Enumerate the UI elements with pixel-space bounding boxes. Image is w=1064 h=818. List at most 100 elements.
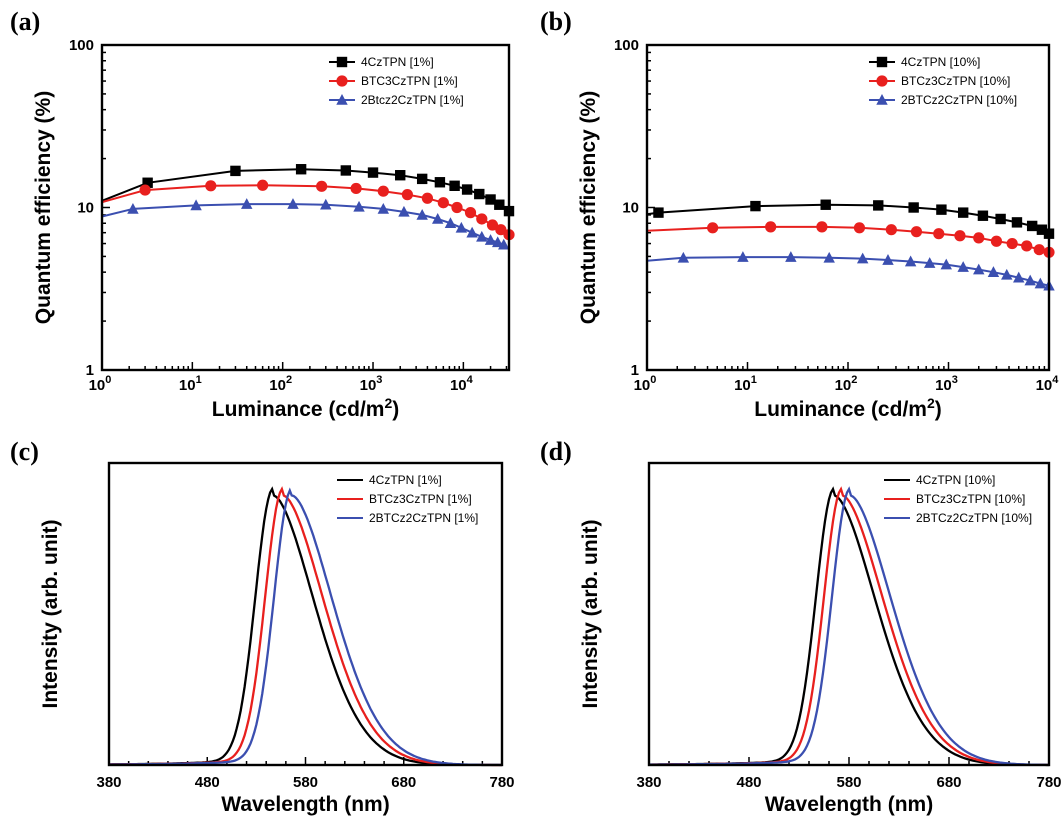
data-point	[377, 202, 390, 214]
legend-label: 2BTCz2CzTPN [10%]	[916, 511, 1032, 525]
data-point	[1026, 220, 1038, 232]
data-point	[1036, 224, 1048, 235]
data-point	[295, 164, 307, 175]
legend-entry: 4CzTPN [10%]	[884, 473, 995, 487]
data-point	[873, 200, 884, 211]
x-tick-label: 780	[489, 774, 514, 791]
series-line	[108, 486, 502, 767]
x-axis-title: Wavelength (nm)	[765, 793, 933, 816]
y-axis-title: Intensity (arb. unit)	[39, 520, 62, 709]
data-point	[957, 207, 969, 218]
plot-frame	[100, 43, 511, 372]
x-tick-label: 480	[195, 774, 220, 791]
legend-marker	[336, 56, 348, 68]
x-tick-label: 102	[269, 374, 292, 394]
y-tick-label: 1	[631, 362, 639, 379]
panel-b: (b) 100 101 102 103 104 1 10 100 4CzTPN [10%] BTCz…	[540, 7, 1059, 421]
legend-label: 2BTCz2CzTPN [1%]	[369, 511, 478, 525]
data-point	[416, 208, 428, 220]
series	[101, 198, 510, 250]
data-point	[437, 197, 449, 209]
x-tick-label: 780	[1036, 774, 1061, 791]
data-point	[340, 165, 352, 176]
x-axis-title: Luminance (cd/m2)	[212, 395, 400, 421]
data-point	[476, 230, 488, 242]
legend-label: BTCz3CzTPN [1%]	[369, 492, 472, 506]
data-point	[498, 238, 510, 250]
series-line	[649, 486, 1049, 767]
legend-marker	[336, 75, 348, 87]
data-point	[421, 192, 434, 204]
legend-label: 2BTCz2CzTPN [10%]	[901, 93, 1017, 107]
data-point	[127, 202, 139, 214]
legend-entry: 4CzTPN [10%]	[869, 55, 980, 69]
legend-entry: 4CzTPN [1%]	[337, 473, 442, 487]
data-point	[491, 236, 504, 248]
series-line	[109, 486, 502, 767]
legend-marker	[876, 56, 888, 68]
panel-label: (c)	[10, 437, 39, 466]
data-point	[785, 251, 797, 262]
x-tick-label: 480	[736, 774, 761, 791]
data-point	[139, 184, 151, 196]
data-point	[466, 226, 478, 238]
series	[101, 179, 515, 241]
data-point	[401, 189, 413, 201]
data-point	[494, 199, 505, 210]
data-point	[1024, 274, 1036, 286]
data-point	[987, 266, 1000, 277]
data-point	[476, 213, 488, 225]
data-point	[230, 165, 241, 177]
data-point	[904, 255, 917, 267]
x-tick-label: 103	[935, 374, 958, 394]
x-tick-label: 103	[360, 374, 383, 394]
x-axis-title: Luminance (cd/m2)	[754, 395, 942, 421]
legend-entry: 2Btcz2CzTPN [1%]	[329, 93, 464, 107]
y-tick-label: 100	[614, 37, 639, 54]
x-tick-label: 380	[96, 774, 121, 791]
y-tick-label: 1	[86, 362, 94, 379]
series-line	[101, 184, 510, 236]
x-tick-label: 100	[89, 374, 112, 394]
data-point	[377, 185, 389, 197]
plot-frame	[107, 461, 504, 767]
x-axis-title: Wavelength (nm)	[221, 793, 389, 816]
data-point	[737, 251, 749, 262]
x-tick-label: 102	[835, 374, 858, 394]
data-point	[707, 222, 719, 234]
legend-label: BTC3CzTPN [1%]	[361, 74, 458, 88]
data-point	[367, 167, 379, 178]
y-axis-title: Intensity (arb. unit)	[579, 520, 602, 709]
x-tick-label: 380	[636, 774, 661, 791]
data-point	[954, 230, 966, 242]
data-point	[653, 207, 664, 218]
data-point	[885, 224, 897, 236]
legend-marker	[876, 94, 888, 105]
legend-entry: BTC3CzTPN [1%]	[329, 74, 458, 88]
data-point	[1001, 268, 1013, 280]
data-point	[1021, 240, 1033, 252]
data-point	[395, 170, 406, 181]
data-point	[434, 177, 446, 188]
data-point	[451, 201, 463, 214]
series-line	[646, 256, 1050, 287]
panel-a: (a) 100 101 102 103 104 1 10 100 4CzTPN [1%] BTC3C…	[10, 7, 515, 421]
legend-entry: BTCz3CzTPN [10%]	[869, 74, 1010, 88]
data-point	[486, 219, 499, 231]
data-point	[936, 204, 947, 215]
y-tick-label: 10	[77, 200, 94, 217]
series	[646, 251, 1055, 291]
data-point	[474, 188, 485, 200]
x-tick-label: 101	[734, 374, 757, 394]
y-axis-title: Quantum efficiency (%)	[577, 91, 600, 324]
series-line	[649, 486, 1049, 767]
data-point	[350, 182, 362, 195]
data-point	[977, 210, 989, 221]
data-point	[677, 251, 690, 263]
legend-label: 4CzTPN [10%]	[916, 473, 995, 487]
data-point	[464, 207, 477, 219]
y-axis-title: Quantum efficiency (%)	[32, 91, 55, 324]
legend-label: BTCz3CzTPN [10%]	[916, 492, 1025, 506]
data-point	[765, 221, 777, 233]
